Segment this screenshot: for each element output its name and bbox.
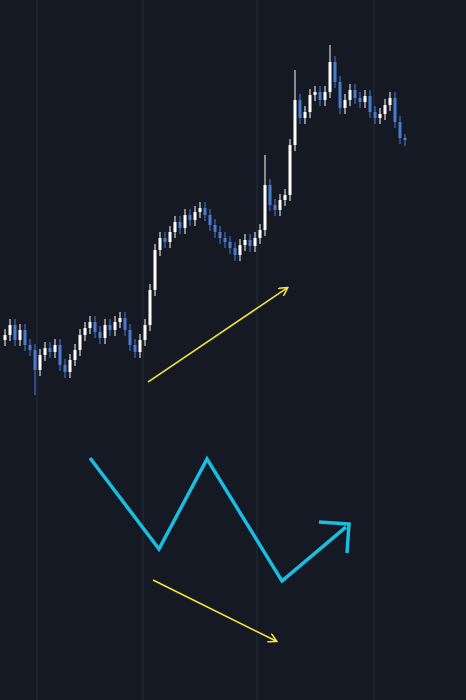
candle-body <box>258 230 262 238</box>
candle-body <box>223 238 227 242</box>
candle-body <box>273 205 277 210</box>
candle-body <box>108 325 112 330</box>
candle-body <box>403 138 407 140</box>
zigzag-arrowhead <box>318 520 351 554</box>
candle-body <box>78 335 82 350</box>
candle-body <box>358 98 362 102</box>
candle-body <box>393 98 397 122</box>
candle-body <box>128 330 132 345</box>
candle-body <box>388 98 392 105</box>
candle-body <box>93 322 97 332</box>
candle-body <box>238 245 242 255</box>
candle-body <box>243 240 247 245</box>
candle-body <box>18 330 22 340</box>
candle-body <box>288 145 292 195</box>
candle-body <box>153 250 157 290</box>
candle-body <box>263 185 267 230</box>
candle-body <box>338 82 342 108</box>
candle-body <box>368 96 372 112</box>
candle-body <box>398 122 402 138</box>
candle-body <box>13 325 17 340</box>
candle-body <box>23 330 27 345</box>
candle-body <box>353 90 357 98</box>
candle-body <box>113 322 117 330</box>
candle-body <box>83 328 87 335</box>
candle-body <box>248 240 252 246</box>
candle-body <box>218 232 222 238</box>
candle-body <box>333 62 337 82</box>
candle-body <box>33 350 37 370</box>
yellow-arrow <box>147 288 287 383</box>
candle-body <box>3 335 7 340</box>
candle-body <box>193 212 197 220</box>
candle-body <box>308 95 312 112</box>
candle-body <box>188 215 192 220</box>
candle-body <box>228 242 232 248</box>
candle-body <box>8 325 12 335</box>
candle-body <box>203 208 207 215</box>
zigzag-path <box>88 455 348 584</box>
candle-body <box>148 290 152 325</box>
candle-body <box>183 215 187 228</box>
candle-body <box>213 225 217 232</box>
candle-body <box>143 325 147 340</box>
candle-body <box>278 200 282 210</box>
candle-body <box>38 355 42 370</box>
candle-body <box>168 232 172 242</box>
candles <box>3 45 407 395</box>
candle-body <box>118 318 122 322</box>
candle-body <box>73 350 77 360</box>
candle-body <box>363 96 367 102</box>
candle-body <box>198 208 202 212</box>
candle-body <box>63 365 67 372</box>
candle-body <box>233 248 237 255</box>
candle-body <box>48 348 52 352</box>
candle-body <box>123 318 127 330</box>
annotations <box>88 288 351 641</box>
candle-body <box>68 360 72 372</box>
candle-body <box>343 100 347 108</box>
candle-body <box>313 92 317 95</box>
candle-body <box>348 90 352 100</box>
candle-body <box>133 345 137 352</box>
candle-body <box>318 92 322 100</box>
candle-body <box>53 345 57 352</box>
candle-body <box>178 222 182 228</box>
candle-body <box>138 340 142 352</box>
candle-body <box>163 238 167 242</box>
candle-body <box>88 322 92 328</box>
candle-body <box>283 195 287 200</box>
candle-body <box>208 215 212 225</box>
candle-body <box>293 100 297 145</box>
candle-body <box>378 114 382 118</box>
candle-body <box>383 105 387 114</box>
candle-body <box>43 348 47 355</box>
candle-body <box>158 238 162 250</box>
candle-body <box>373 112 377 118</box>
candle-body <box>323 92 327 100</box>
candle-body <box>328 62 332 92</box>
candle-body <box>298 100 302 118</box>
candle-body <box>103 325 107 338</box>
candle-body <box>58 345 62 365</box>
candle-body <box>268 185 272 205</box>
candle-body <box>303 112 307 118</box>
candle-body <box>253 238 257 246</box>
candle-body <box>98 332 102 338</box>
yellow-arrow <box>152 579 276 641</box>
candle-body <box>28 345 32 350</box>
candle-body <box>173 222 177 232</box>
